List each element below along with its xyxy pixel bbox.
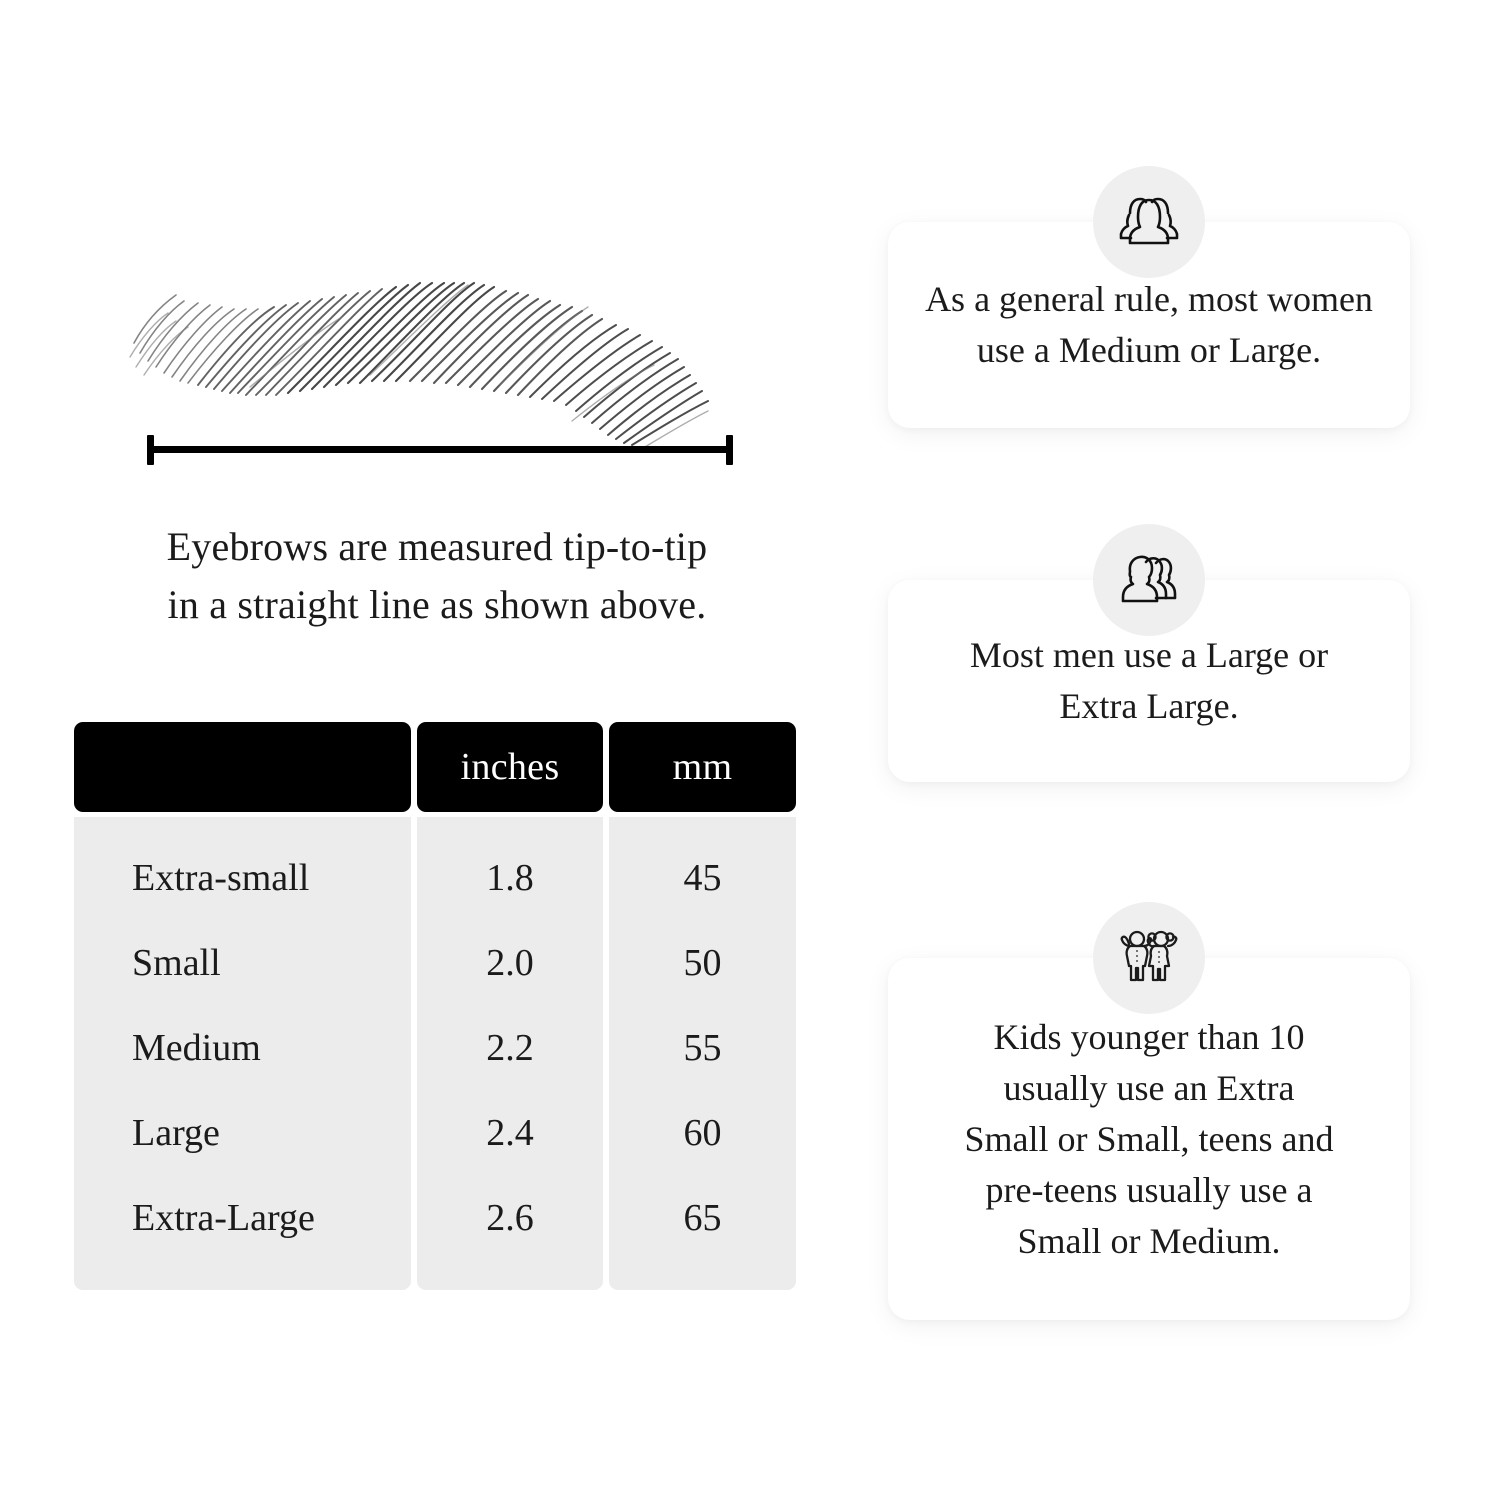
info-card-text: As a general rule, most women use a Medi… [925,274,1373,376]
table-cell-inches: 2.0 [486,941,534,984]
card-line: Most men use a Large or [969,635,1329,675]
table-header-inches: inches [417,722,603,812]
table-row: Extra-small [132,856,310,899]
women-group-glyph [1119,197,1179,245]
table-row: Large [132,1111,220,1154]
men-group-glyph [1121,555,1177,603]
measurement-bar-icon [140,428,740,472]
table-column-size: Extra-small Small Medium Large Extra-Lar… [74,817,411,1290]
card-line: Small or Medium. [1017,1220,1281,1261]
card-line: As a general rule, most women [925,279,1373,319]
card-line: Small or Small, teens and [964,1118,1334,1159]
men-group-icon [1093,524,1205,636]
size-chart-table: inches mm Extra-small Small Medium Large… [74,722,796,1290]
table-cell-inches: 1.8 [486,856,534,899]
measure-line-icon [147,435,733,465]
kids-icon [1093,902,1205,1014]
eyebrow-illustration [110,225,760,475]
card-line: pre-teens usually use a [985,1169,1313,1210]
table-cell-mm: 60 [683,1111,722,1154]
table-header-row: inches mm [74,722,796,812]
table-header-size [74,722,411,812]
measurement-panel: Eyebrows are measured tip-to-tip in a st… [74,225,800,1290]
eyebrow-icon [129,281,709,452]
card-line: Kids younger than 10 [993,1016,1305,1057]
card-line: Extra Large. [1059,686,1239,726]
table-cell-mm: 55 [683,1026,722,1069]
caption-line-2: in a straight line as shown above. [167,582,707,627]
table-body: Extra-small Small Medium Large Extra-Lar… [74,817,796,1290]
table-cell-inches: 2.4 [486,1111,534,1154]
caption-line-1: Eyebrows are measured tip-to-tip [166,524,708,569]
table-row: Medium [132,1026,261,1069]
table-column-inches: 1.8 2.0 2.2 2.4 2.6 [417,817,603,1290]
info-card-body: As a general rule, most women use a Medi… [888,222,1410,428]
guidance-panel: As a general rule, most women use a Medi… [840,0,1500,1500]
table-row: Small [132,941,221,984]
kids-glyph [1120,930,1178,982]
table-cell-inches: 2.6 [486,1196,534,1239]
card-line: usually use an Extra [1003,1067,1295,1108]
table-row: Extra-Large [132,1196,315,1239]
card-line: use a Medium or Large. [976,330,1322,370]
table-column-mm: 45 50 55 60 65 [609,817,796,1290]
table-cell-mm: 65 [683,1196,722,1239]
info-card-body: Kids younger than 10 usually use an Extr… [888,958,1410,1320]
table-header-mm: mm [609,722,796,812]
table-cell-inches: 2.2 [486,1026,534,1069]
measurement-caption: Eyebrows are measured tip-to-tip in a st… [74,518,800,634]
women-group-icon [1093,166,1205,278]
info-card-text: Most men use a Large or Extra Large. [970,630,1328,732]
info-card-text: Kids younger than 10 usually use an Extr… [965,1012,1334,1267]
table-cell-mm: 50 [683,941,722,984]
table-cell-mm: 45 [683,856,722,899]
